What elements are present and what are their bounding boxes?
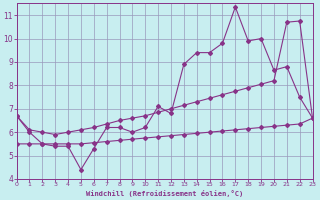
X-axis label: Windchill (Refroidissement éolien,°C): Windchill (Refroidissement éolien,°C) [86, 190, 243, 197]
